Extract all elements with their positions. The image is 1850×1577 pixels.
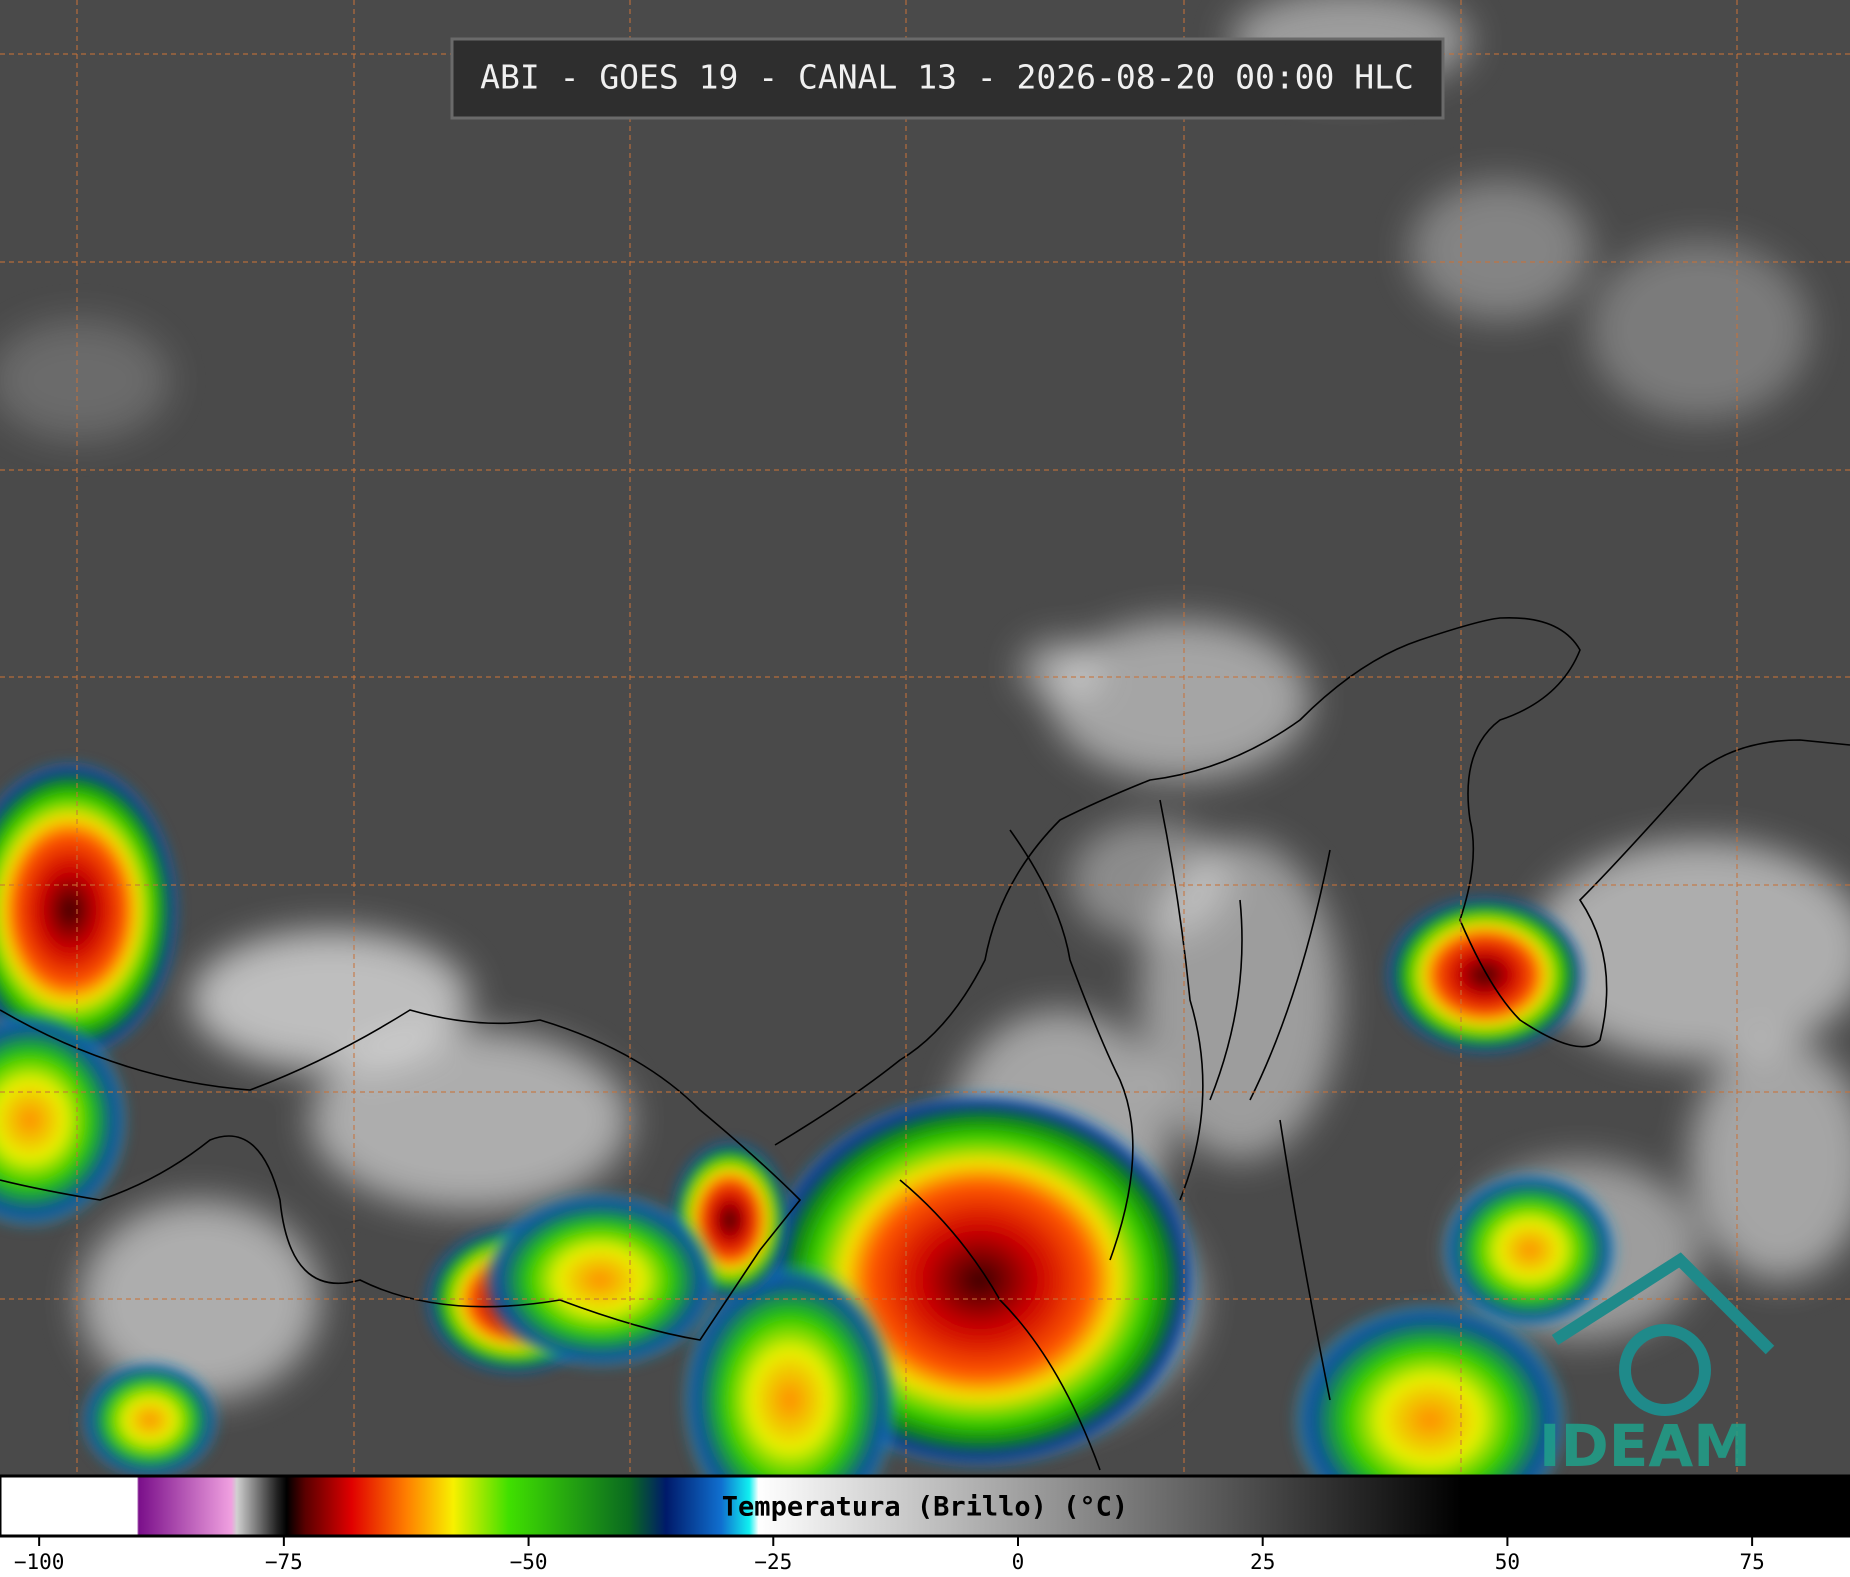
tick-label: 25 [1250, 1550, 1275, 1574]
storm-cell [480, 1190, 720, 1370]
logo-swirl [1619, 1324, 1711, 1416]
cloud [1020, 640, 1100, 700]
ideam-logo: IDEAM [1539, 1252, 1775, 1480]
convective-cells [0, 760, 1620, 1476]
cloud [1590, 240, 1810, 420]
storm-cell [1385, 895, 1585, 1055]
tick-label: 50 [1495, 1550, 1520, 1574]
storm-cell [0, 760, 180, 1060]
tick-label: −75 [265, 1550, 303, 1574]
storm-cell [80, 1360, 220, 1476]
graticule [0, 0, 1850, 1476]
cloud [310, 1030, 630, 1210]
storm-cell [1440, 1170, 1620, 1330]
cloud [80, 1200, 320, 1400]
title-box [450, 37, 1445, 120]
logo-text: IDEAM [1539, 1412, 1751, 1480]
tick-label: 0 [1012, 1550, 1025, 1574]
cloud [190, 930, 470, 1070]
cloud [1690, 1040, 1850, 1280]
cloud [1410, 180, 1590, 320]
cloud [1070, 820, 1230, 940]
tick-label: −50 [510, 1550, 548, 1574]
storm-cell [1290, 1300, 1570, 1476]
colorbar-axis: −100 −75 −50 −25 0 25 50 75 [14, 1536, 1765, 1574]
storm-cell [680, 1260, 900, 1476]
tick-label: 75 [1739, 1550, 1764, 1574]
tick-label: −25 [754, 1550, 792, 1574]
satellite-map: IDEAM [0, 0, 1850, 1480]
cloud [1530, 840, 1850, 1060]
colorbar-label: Temperatura (Brillo) (°C) [722, 1492, 1128, 1523]
storm-cell [0, 1010, 130, 1230]
cloud [0, 320, 170, 440]
colorbar [0, 1474, 1850, 1538]
cloud [1050, 620, 1310, 780]
tick-label: −100 [14, 1550, 65, 1574]
title: ABI - GOES 19 - CANAL 13 - 2026-08-20 00… [480, 58, 1414, 97]
logo-roof [1551, 1252, 1775, 1355]
